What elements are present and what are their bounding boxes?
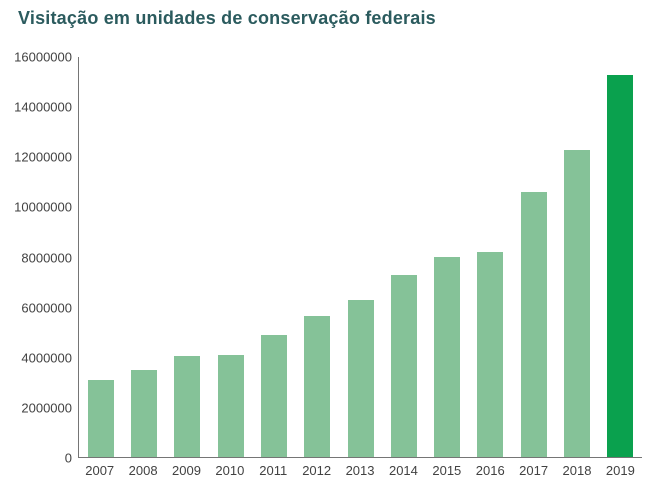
bar-slot	[122, 57, 165, 457]
bar-slot	[209, 57, 252, 457]
bar-2018[interactable]	[564, 149, 591, 457]
y-axis-tick-label: 0	[64, 450, 72, 466]
bar-2010[interactable]	[217, 354, 244, 457]
bar-2007[interactable]	[87, 379, 114, 457]
bar-slot	[599, 57, 642, 457]
bar-slot	[296, 57, 339, 457]
x-axis-label-2014: 2014	[388, 463, 418, 478]
bar-slot	[252, 57, 295, 457]
y-axis: 0 2000000 4000000 6000000 8000000 10000000 120…	[0, 50, 72, 466]
bar-slot	[512, 57, 555, 457]
y-axis-tick-label: 12000000	[14, 149, 72, 165]
bar-slot	[555, 57, 598, 457]
y-axis-tick-label: 14000000	[14, 99, 72, 115]
x-axis-label-2009: 2009	[172, 463, 201, 478]
y-axis-tick-label: 2000000	[21, 400, 72, 416]
bar-slot	[426, 57, 469, 457]
x-axis-label-2018: 2018	[562, 463, 592, 478]
x-axis-label-2016: 2016	[475, 463, 505, 478]
bar-slot	[339, 57, 382, 457]
x-axis-label-2012: 2012	[302, 463, 332, 478]
bar-slot	[469, 57, 512, 457]
x-axis-label-2010: 2010	[215, 463, 245, 478]
y-axis-tick-label: 4000000	[21, 350, 72, 366]
y-axis-tick-label: 8000000	[21, 250, 72, 265]
y-axis-tick-label: 6000000	[21, 300, 72, 316]
bar-slot	[79, 57, 122, 457]
bar-2012[interactable]	[304, 315, 331, 457]
y-axis-tick-label: 10000000	[14, 199, 72, 215]
chart-title: Visitação em unidades de conservação fed…	[18, 8, 436, 28]
bar-2015[interactable]	[434, 257, 461, 457]
x-axis-label-2015: 2015	[432, 463, 462, 478]
x-axis-label-2019: 2019	[605, 463, 635, 478]
bar-2016[interactable]	[477, 252, 504, 457]
bar-2013[interactable]	[347, 299, 374, 457]
x-axis-label-2007: 2007	[85, 463, 115, 478]
bar-2019[interactable]	[607, 74, 634, 457]
y-axis-tick-label: 16000000	[14, 49, 72, 65]
x-axis-label-2008: 2008	[128, 463, 158, 478]
bar-2009[interactable]	[174, 355, 201, 457]
x-axis-label-2011: 2011	[259, 463, 288, 478]
bar-2008[interactable]	[130, 369, 157, 457]
bar-2017[interactable]	[520, 192, 547, 457]
bar-2014[interactable]	[390, 274, 417, 457]
x-axis-label-2013: 2013	[345, 463, 375, 478]
bar-2011[interactable]	[260, 334, 287, 457]
bars-group	[79, 57, 642, 457]
plot-area	[78, 57, 642, 458]
bar-slot	[382, 57, 425, 457]
x-axis-label-2017: 2017	[519, 463, 549, 478]
x-axis: 2007 2008 2009 2010 2011 2012 2013 2014 2015 2016…	[78, 463, 642, 478]
bar-slot	[166, 57, 209, 457]
